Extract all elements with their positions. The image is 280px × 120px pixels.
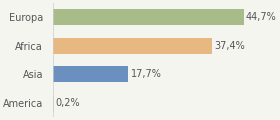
Text: 0,2%: 0,2% [56,98,80,108]
Bar [53,66,128,82]
Bar [53,9,244,25]
Text: 37,4%: 37,4% [215,41,245,51]
Bar [53,38,213,54]
Text: 44,7%: 44,7% [246,12,277,22]
Text: 17,7%: 17,7% [130,69,161,79]
